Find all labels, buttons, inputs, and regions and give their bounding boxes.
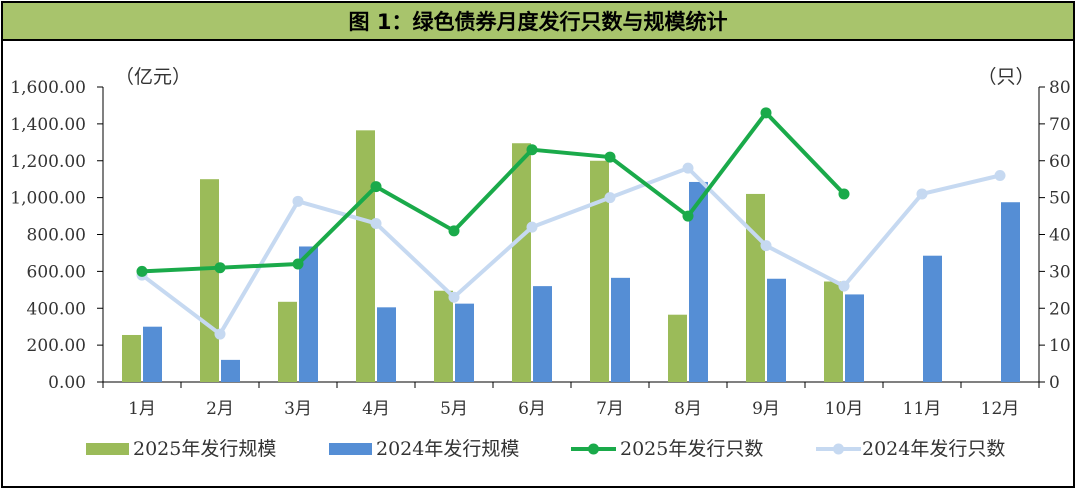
- point-2024-count: [994, 170, 1006, 181]
- x-tick-label: 12月: [981, 399, 1020, 419]
- y-right-tick-label: 70: [1049, 115, 1071, 135]
- x-tick-label: 8月: [674, 399, 702, 419]
- x-tick-label: 11月: [903, 399, 942, 419]
- x-tick-label: 5月: [440, 399, 468, 419]
- bar-2025-scale: [512, 143, 531, 382]
- bar-2025-scale: [122, 334, 141, 382]
- y-right-tick-label: 0: [1049, 373, 1060, 393]
- point-2024-count: [214, 328, 226, 340]
- bar-2024-scale: [533, 286, 552, 382]
- bar-2025-scale: [746, 193, 765, 382]
- y-left-tick-label: 200.00: [27, 336, 86, 356]
- bar-2024-scale: [923, 255, 942, 382]
- legend-swatch-marker: [833, 443, 844, 455]
- bar-2025-scale: [590, 160, 609, 382]
- point-2024-count: [526, 221, 538, 233]
- point-2025-count: [292, 258, 304, 270]
- y-left-tick-label: 400.00: [27, 299, 86, 319]
- bar-2024-scale: [1001, 202, 1020, 382]
- point-2024-count: [370, 217, 382, 229]
- bar-2024-scale: [455, 303, 474, 382]
- point-2025-count: [760, 107, 772, 119]
- bar-2024-scale: [845, 294, 864, 382]
- point-2025-count: [214, 262, 226, 274]
- y-left-tick-label: 1,000.00: [10, 189, 86, 209]
- y-left-tick-label: 600.00: [27, 262, 86, 282]
- y-left-tick-label: 1,600.00: [10, 78, 86, 98]
- y-right-tick-label: 80: [1049, 78, 1071, 98]
- bar-2025-scale: [668, 314, 687, 382]
- y-right-tick-label: 60: [1049, 152, 1071, 172]
- y-left-unit-label: （亿元）: [115, 66, 191, 88]
- bar-2025-scale: [200, 179, 219, 382]
- bar-2024-scale: [689, 181, 708, 382]
- y-right-tick-label: 10: [1049, 336, 1071, 356]
- legend-label: 2024年发行只数: [862, 438, 1005, 460]
- point-2024-count: [448, 291, 460, 303]
- y-right-tick-label: 20: [1049, 299, 1071, 319]
- y-right-tick-label: 50: [1049, 189, 1071, 209]
- bar-2025-scale: [356, 130, 375, 382]
- legend-label: 2025年发行只数: [620, 438, 763, 460]
- y-right-unit-label: （只）: [977, 66, 1034, 88]
- legend-label: 2024年发行规模: [376, 438, 519, 460]
- legend-swatch-marker: [588, 443, 599, 455]
- y-left-tick-label: 0.00: [48, 373, 86, 393]
- bar-2025-scale: [824, 281, 843, 382]
- x-tick-label: 9月: [752, 399, 780, 419]
- point-2024-count: [760, 240, 772, 252]
- x-tick-label: 1月: [128, 399, 156, 419]
- point-2025-count: [526, 144, 538, 156]
- legend-label: 2025年发行规模: [133, 438, 276, 460]
- point-2024-count: [292, 195, 304, 207]
- legend-swatch-bar: [86, 443, 129, 455]
- bar-2024-scale: [377, 307, 396, 382]
- y-left-tick-label: 800.00: [27, 226, 86, 246]
- chart-svg: 0.00 200.00 400.00 600.00 800.00 1,000.00 1,20…: [10, 66, 1071, 460]
- bar-2024-scale: [611, 277, 630, 382]
- y-left-tick-label: 1,200.00: [10, 152, 86, 172]
- bar-2024-scale: [767, 278, 786, 382]
- x-tick-label: 3月: [284, 399, 312, 419]
- bar-2024-scale: [299, 246, 318, 382]
- x-tick-label: 10月: [825, 399, 864, 419]
- chart-title: 图 1：绿色债券月度发行只数与规模统计: [3, 3, 1073, 41]
- point-2024-count: [838, 280, 850, 292]
- point-2025-count: [370, 181, 382, 193]
- line-2024-count: [140, 166, 1001, 337]
- x-tick-label: 2月: [206, 399, 234, 419]
- y-right-tick-label: 30: [1049, 262, 1071, 282]
- point-2024-count: [916, 188, 928, 200]
- bar-2025-scale: [434, 290, 453, 382]
- line-2025-count: [141, 110, 846, 274]
- point-2025-count: [838, 188, 850, 200]
- legend-swatch-bar: [329, 443, 372, 455]
- bar-2024-scale: [221, 359, 240, 382]
- bar-2024-scale: [143, 326, 162, 382]
- y-right-tick-label: 40: [1049, 226, 1071, 246]
- x-tick-label: 7月: [596, 399, 624, 419]
- point-2025-count: [448, 225, 460, 237]
- bar-2025-scale: [278, 301, 297, 382]
- x-tick-label: 4月: [362, 399, 390, 419]
- point-2025-count: [604, 151, 616, 163]
- point-2024-count: [604, 192, 616, 204]
- point-2025-count: [136, 265, 148, 277]
- point-2024-count: [682, 162, 694, 174]
- y-left-tick-label: 1,400.00: [10, 115, 86, 135]
- point-2025-count: [682, 210, 694, 222]
- x-tick-label: 6月: [518, 399, 546, 419]
